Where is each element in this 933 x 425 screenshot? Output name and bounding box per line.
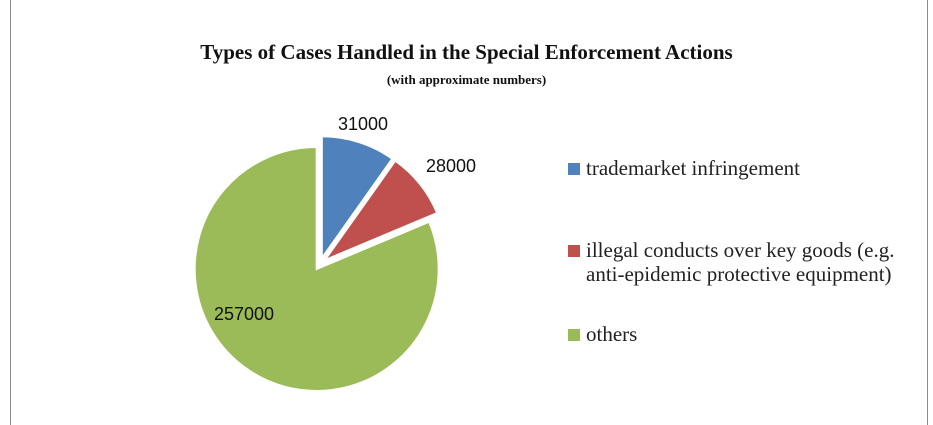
pie-slice-others: [193, 145, 440, 392]
chart-frame: [10, 0, 928, 425]
legend-item-trademarket-infringement: trademarket infringement: [568, 156, 800, 180]
data-label-illegal-conducts: 28000: [426, 156, 476, 176]
legend-label: illegal conducts over key goods (e.g. an…: [586, 238, 895, 286]
data-label-trademarket-infringement: 31000: [338, 114, 388, 134]
legend-label: others: [586, 322, 638, 346]
pie-slice-trademarket-infringement: [320, 135, 394, 262]
pie-slice-illegal-conducts: [321, 159, 439, 263]
legend-swatch-blue: [568, 163, 580, 175]
chart-title: Types of Cases Handled in the Special En…: [200, 40, 733, 64]
legend-swatch-red: [568, 245, 580, 257]
legend-item-illegal-conducts: illegal conducts over key goods (e.g. an…: [568, 238, 908, 286]
legend-swatch-green: [568, 329, 580, 341]
legend-label: trademarket infringement: [586, 156, 800, 180]
data-label-others: 257000: [214, 304, 274, 324]
chart-subtitle: (with approximate numbers): [386, 72, 547, 87]
legend-item-others: others: [568, 322, 637, 346]
